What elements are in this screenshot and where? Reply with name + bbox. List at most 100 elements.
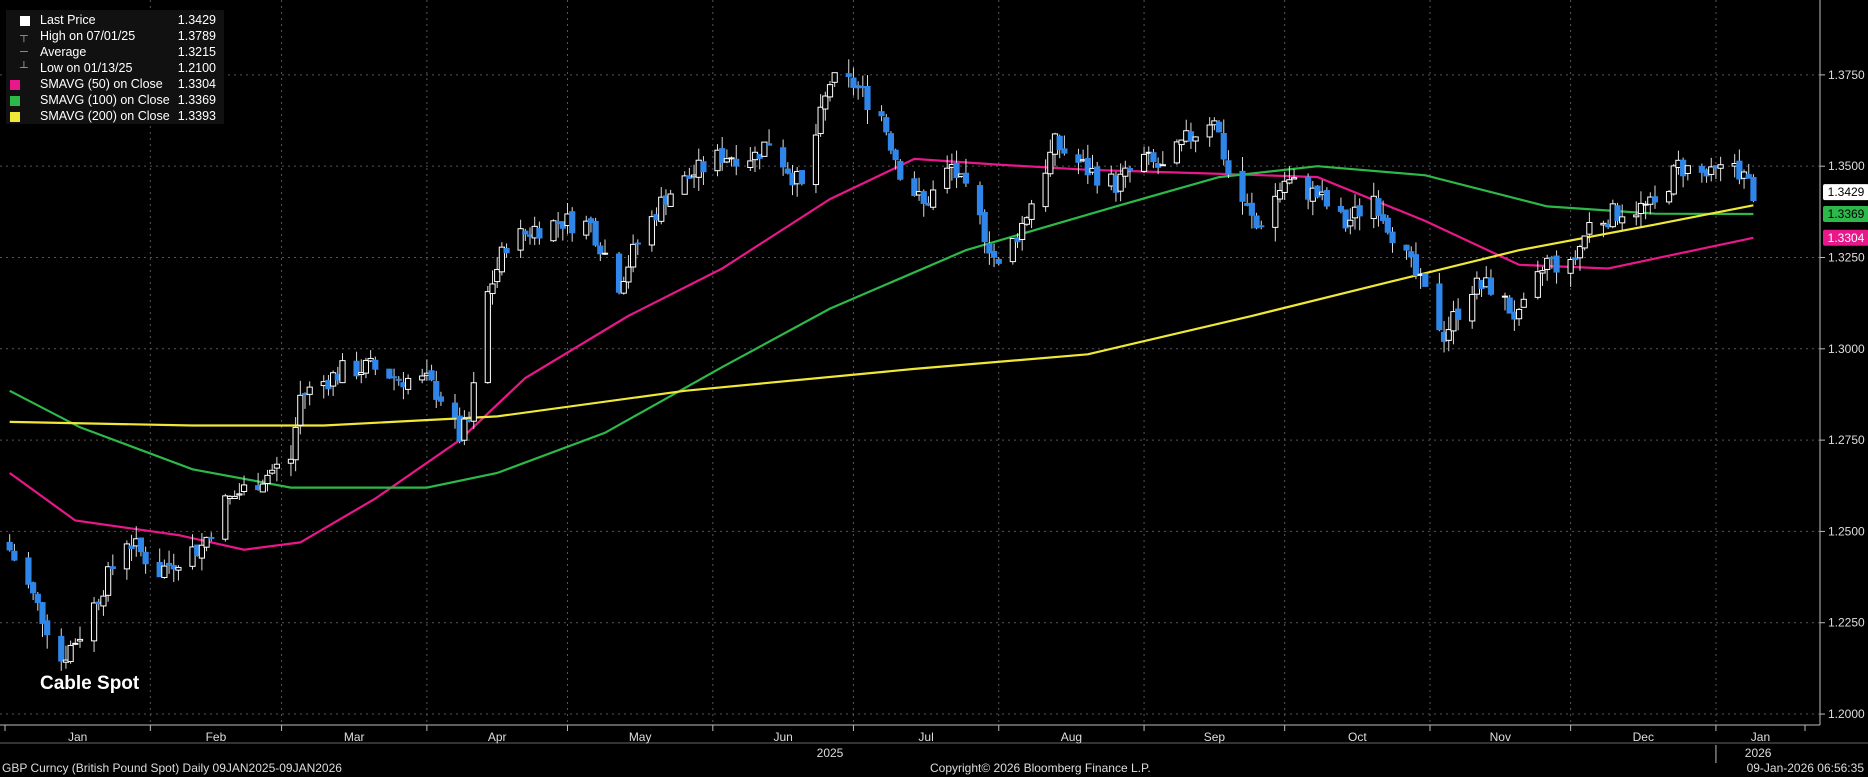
sma100-line xyxy=(9,165,1754,489)
candle-down xyxy=(878,111,885,117)
candle-up xyxy=(1192,136,1199,142)
legend-value: 1.3393 xyxy=(177,109,216,123)
candle-down xyxy=(1745,174,1752,179)
legend-label: SMAVG (100) on Close xyxy=(40,93,170,107)
candle-up xyxy=(287,458,295,464)
footer-timestamp: 09-Jan-2026 06:56:35 xyxy=(1746,761,1864,775)
legend-label: Low on 01/13/25 xyxy=(40,61,133,75)
candle-down xyxy=(897,160,904,180)
candle-down xyxy=(39,602,46,624)
candle-up xyxy=(339,360,346,384)
candle-up xyxy=(1469,293,1476,322)
candle-down xyxy=(700,161,707,173)
x-tick-label: Jun xyxy=(773,730,792,744)
candle-down xyxy=(11,550,18,561)
footer-ticker: GBP Curncy (British Pound Spot) Daily 09… xyxy=(2,761,342,775)
x-year-label: 2025 xyxy=(817,746,844,760)
candle-down xyxy=(883,117,890,133)
candle-up xyxy=(1684,165,1691,174)
candle-down xyxy=(615,253,623,293)
candle-down xyxy=(864,85,871,111)
candle-up xyxy=(1534,271,1541,298)
candle-down xyxy=(25,557,32,585)
average-marker-icon: ─ xyxy=(20,46,28,58)
price-tag-box xyxy=(1823,184,1868,201)
candle-up xyxy=(1581,235,1588,249)
candle-down xyxy=(109,566,116,570)
legend-label: Last Price xyxy=(40,13,96,27)
candle-up xyxy=(1501,295,1509,298)
sma50-line xyxy=(9,157,1754,551)
candle-down xyxy=(995,258,1002,264)
y-tick-label: 1.3500 xyxy=(1828,159,1865,173)
candle-up xyxy=(123,543,130,570)
chart-legend: Last Price 1.3429 ┬ High on 07/01/25 1.3… xyxy=(6,10,224,124)
legend-label: Average xyxy=(40,45,87,59)
x-tick-label: Jan xyxy=(1751,730,1770,744)
candle-down xyxy=(1380,214,1387,221)
candle-down xyxy=(522,230,529,235)
price-tag-box xyxy=(1823,206,1868,223)
candle-up xyxy=(72,642,79,645)
candle-up xyxy=(930,189,937,208)
candle-up xyxy=(1445,329,1452,341)
price-tag: 1.3369 xyxy=(1823,206,1868,223)
x-tick-label: Jul xyxy=(918,730,933,744)
candle-down xyxy=(1253,215,1260,229)
candle-up xyxy=(100,595,107,607)
candle-down xyxy=(165,562,173,566)
candle-up xyxy=(826,84,834,98)
x-tick-label: Feb xyxy=(206,730,227,744)
candle-down xyxy=(30,582,37,594)
candle-up xyxy=(831,72,838,83)
candle-down xyxy=(1614,205,1621,221)
candle-up xyxy=(1665,191,1673,203)
candle-down xyxy=(845,73,852,77)
candle-down xyxy=(1225,160,1232,175)
y-tick-label: 1.3000 xyxy=(1828,342,1865,356)
candle-up xyxy=(1276,190,1284,200)
candle-down xyxy=(986,243,993,254)
candle-up xyxy=(76,638,84,642)
candle-up xyxy=(630,243,637,268)
candle-up xyxy=(1450,311,1457,332)
x-tick-label: Dec xyxy=(1633,730,1654,744)
candle-up xyxy=(489,283,496,295)
candle-up xyxy=(667,193,674,207)
y-tick-label: 1.3250 xyxy=(1828,250,1865,264)
candle-down xyxy=(911,178,918,197)
candle-up xyxy=(944,167,951,189)
candle-down xyxy=(1455,308,1462,320)
legend-value: 1.3429 xyxy=(177,13,216,27)
candle-down xyxy=(1375,198,1382,216)
candle-up xyxy=(1708,166,1715,175)
sma200-line xyxy=(9,204,1754,427)
legend-row-high: ┬ High on 07/01/25 1.3789 xyxy=(10,28,220,44)
candle-up xyxy=(1286,179,1293,184)
candle-down xyxy=(1075,154,1082,163)
candle-down xyxy=(587,218,595,224)
candle-up xyxy=(405,377,412,390)
candle-up xyxy=(461,418,468,441)
x-tick-label: May xyxy=(629,730,652,744)
candle-down xyxy=(892,149,899,161)
candle-down xyxy=(58,635,65,662)
candle-down xyxy=(1389,231,1396,244)
candle-up xyxy=(1619,216,1626,224)
candle-up xyxy=(658,196,665,222)
candle-up xyxy=(105,566,112,596)
candle-up xyxy=(822,95,829,110)
candle-down xyxy=(1220,132,1227,160)
candle-up xyxy=(1515,308,1523,320)
candle-down xyxy=(569,211,576,234)
candle-up xyxy=(625,266,632,283)
legend-value: 1.2100 xyxy=(177,61,216,75)
candle-down xyxy=(962,172,970,184)
candle-up xyxy=(1637,202,1645,215)
candle-down xyxy=(1239,170,1246,202)
candle-down xyxy=(1094,166,1101,186)
candle-up xyxy=(67,644,74,663)
candle-up xyxy=(1178,139,1185,146)
legend-value: 1.3215 xyxy=(177,45,216,59)
